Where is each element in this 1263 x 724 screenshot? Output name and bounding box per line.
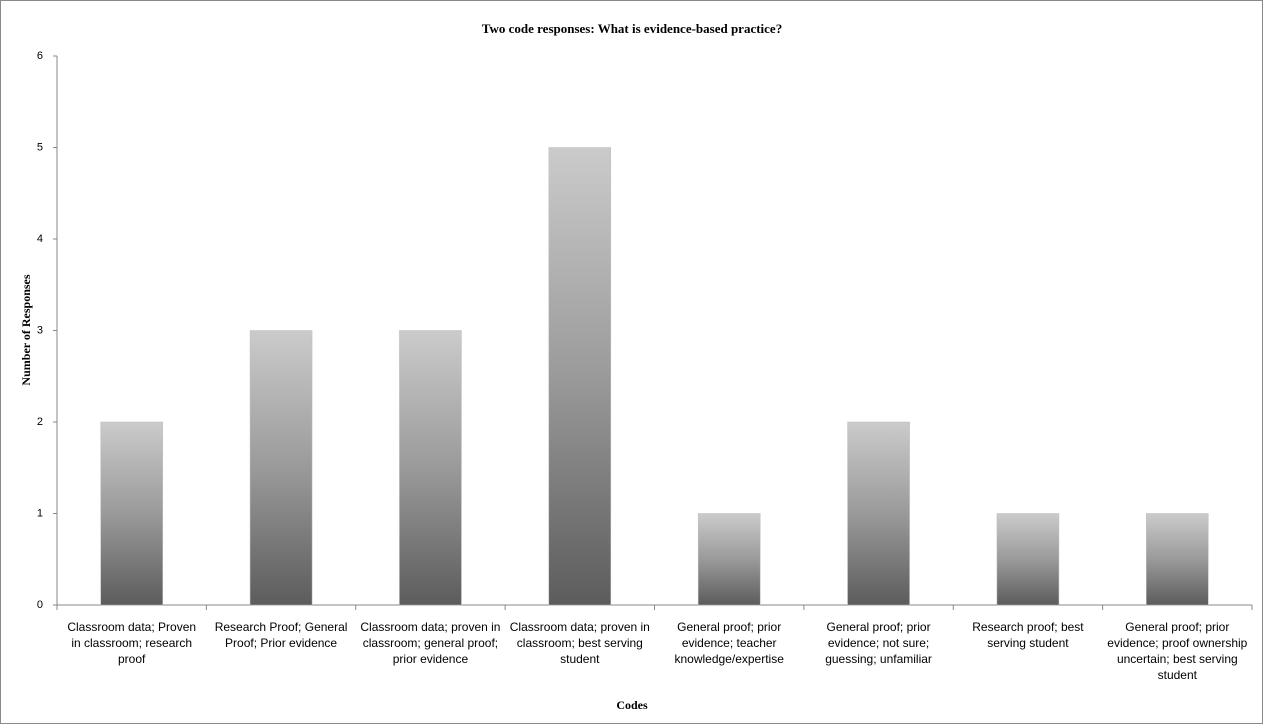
y-tick-label: 6 [37,50,43,62]
y-tick-label: 5 [37,141,43,153]
x-tick-label: Classroom data; proven in classroom; bes… [509,620,650,666]
x-tick-label: General proof; prior evidence; proof own… [1107,620,1248,682]
bar [996,513,1060,606]
bar [1146,513,1209,606]
bar [548,147,612,606]
x-axis-label: Codes [616,698,648,712]
bar [847,421,910,606]
y-tick-label: 0 [37,599,43,611]
y-tick-label: 4 [37,233,43,245]
y-tick-label: 3 [37,324,43,336]
x-tick-label: General proof; prior evidence; teacher k… [674,620,784,666]
x-tick-label: Classroom data; proven in classroom; gen… [360,620,501,666]
y-tick-label: 2 [37,416,43,428]
chart-title: Two code responses: What is evidence-bas… [482,21,782,36]
y-tick-label: 1 [37,507,43,519]
x-tick-label: Classroom data; Proven in classroom; res… [67,620,197,666]
y-axis-label: Number of Responses [19,274,33,385]
bar [399,330,462,606]
x-tick-label: Research proof; best serving student [972,620,1084,650]
x-tick-label: Research Proof; General Proof; Prior evi… [214,620,348,650]
bar [249,330,313,606]
bar [100,421,163,606]
bar [697,513,761,606]
x-tick-label: General proof; prior evidence; not sure;… [825,620,932,666]
